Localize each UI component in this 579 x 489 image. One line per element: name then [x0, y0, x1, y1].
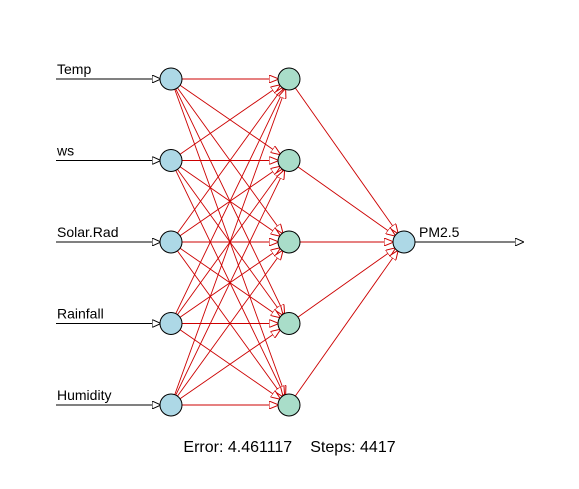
input-label-3: Solar.Rad — [57, 224, 118, 240]
output-node — [392, 230, 416, 254]
input-label-4: Rainfall — [57, 306, 104, 322]
weight-edge-input-3-hidden-1 — [177, 88, 282, 234]
input-label-1: Temp — [57, 61, 91, 77]
input-node-1 — [159, 67, 183, 91]
hidden-node-1 — [277, 67, 301, 91]
io-layer — [56, 79, 523, 405]
weight-edge-input-4-hidden-1 — [175, 89, 284, 314]
nodes-layer — [159, 67, 416, 417]
training-summary: Error: 4.461117 Steps: 4417 — [0, 439, 579, 457]
weight-edge-input-5-hidden-4 — [179, 330, 280, 400]
error-label: Error: — [183, 439, 224, 456]
weight-edge-hidden-2-output — [297, 166, 395, 236]
error-value: 4.461117 — [227, 439, 293, 456]
weight-edge-hidden-1-output — [294, 87, 397, 233]
labels-layer: Temp ws Solar.Rad Rainfall Humidity PM2.5 — [56, 61, 460, 403]
input-node-5 — [159, 393, 183, 417]
input-node-2 — [159, 149, 183, 172]
steps-label: Steps: — [310, 439, 356, 456]
weight-edge-hidden-5-output — [294, 251, 397, 397]
input-node-4 — [159, 312, 183, 335]
hidden-node-4 — [277, 312, 301, 335]
hidden-node-3 — [277, 230, 301, 254]
weight-edge-input-5-hidden-2 — [175, 170, 284, 396]
weight-edge-input-5-hidden-3 — [177, 251, 282, 397]
input-label-5: Humidity — [57, 387, 111, 403]
hidden-node-2 — [277, 149, 301, 172]
weight-edge-input-5-hidden-1 — [174, 89, 286, 395]
weight-edge-input-2-hidden-1 — [179, 85, 280, 155]
weight-edge-hidden-4-output — [297, 248, 395, 318]
hidden-node-5 — [277, 393, 301, 417]
input-label-2: ws — [56, 143, 74, 159]
output-label: PM2.5 — [419, 224, 460, 240]
steps-value: 4417 — [360, 439, 396, 456]
edges-layer — [174, 79, 398, 405]
input-node-3 — [159, 230, 183, 254]
